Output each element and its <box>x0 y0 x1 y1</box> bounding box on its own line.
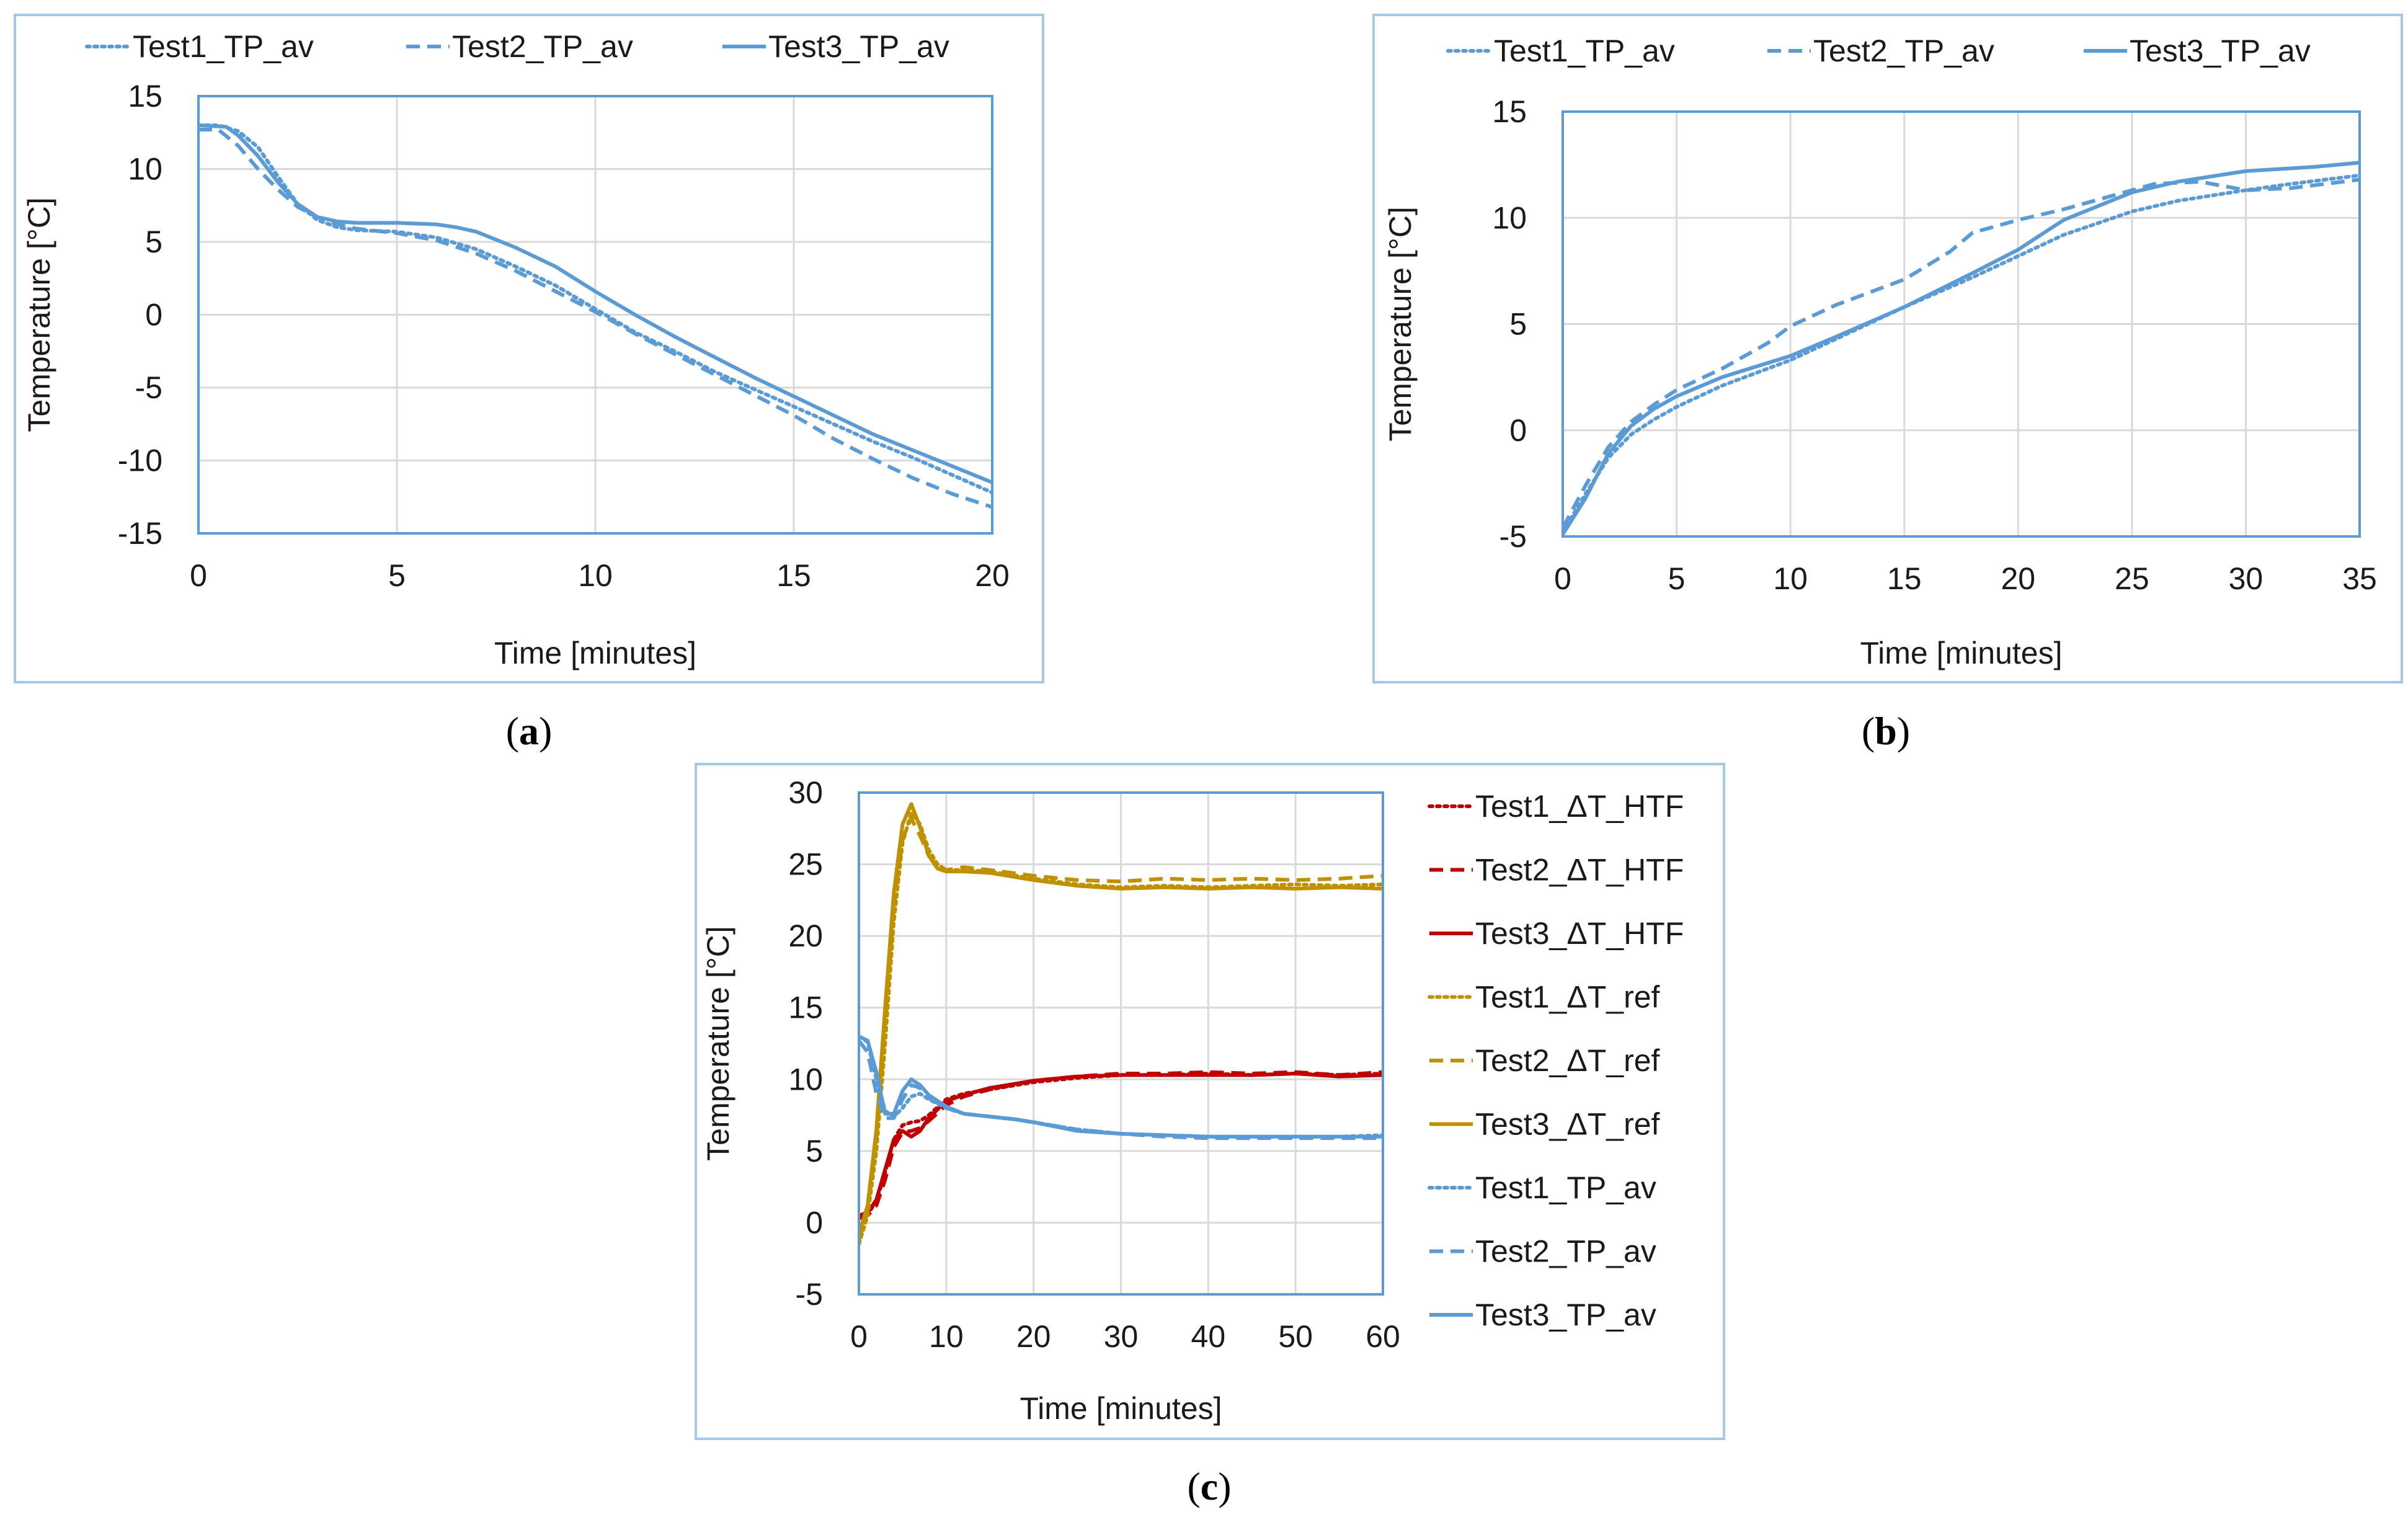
chart-c-outer-frame <box>695 763 1725 1440</box>
chart-b-outer-frame <box>1372 14 2403 683</box>
legend-label: Test2_TP_av <box>452 29 633 64</box>
plot-area-frame <box>1562 110 2361 538</box>
legend-label: Test1_TP_av <box>133 29 314 64</box>
legend: Test1_ΔT_HTF Test2_ΔT_HTF Test3_ΔT_HTF Test… <box>1428 789 1684 1332</box>
y-tick-label: 15 <box>788 990 823 1025</box>
x-tick-label: 60 <box>1366 1319 1400 1354</box>
x-tick-label: 15 <box>1887 561 1922 596</box>
x-tick-label: 0 <box>850 1319 868 1354</box>
legend-label: Test2_TP_av <box>1813 33 1994 68</box>
panel-label-c: (c) <box>1187 1464 1231 1508</box>
series-group <box>859 802 1383 1247</box>
y-tick-label: -5 <box>1499 519 1527 554</box>
chart-b: 0 5 10 15 20 25 30 35 -5 0 5 10 15 Time [minutes] Temp… <box>1383 33 2377 670</box>
legend-label: Test2_ΔT_HTF <box>1475 853 1684 888</box>
panel-label-b: (b) <box>1862 709 1910 753</box>
chart-c: 0 10 20 30 40 50 60 -5 0 5 10 15 20 25 30 Time [minutes… <box>701 775 1684 1426</box>
x-tick-label: 10 <box>578 558 613 593</box>
x-tick-label: 40 <box>1191 1319 1226 1354</box>
plot-area-frame <box>197 95 993 535</box>
x-tick-label: 20 <box>2001 561 2035 596</box>
x-tick-label: 5 <box>388 558 406 593</box>
x-tick-label: 0 <box>190 558 207 593</box>
x-axis-title: Time [minutes] <box>494 636 696 670</box>
chart-a-outer-frame <box>14 14 1044 683</box>
x-axis-title: Time [minutes] <box>1020 1391 1222 1426</box>
series-line-test2_tp_av <box>198 128 992 509</box>
x-tick-label: 5 <box>1668 561 1686 596</box>
y-tick-label: 0 <box>806 1205 823 1240</box>
legend-label: Test3_TP_av <box>1475 1297 1656 1332</box>
legend-label: Test1_ΔT_ref <box>1475 980 1660 1015</box>
legend-label: Test3_TP_av <box>2130 33 2311 68</box>
y-tick-label: -5 <box>796 1277 823 1312</box>
y-axis-title: Temperature [°C] <box>22 197 56 432</box>
x-tick-label: 35 <box>2342 561 2377 596</box>
series-line-test1_tp_av <box>198 123 992 495</box>
series-line-test3_t_htf <box>859 1072 1383 1217</box>
x-tick-label: 50 <box>1278 1319 1313 1354</box>
y-tick-label: -5 <box>135 370 162 405</box>
y-tick-label: 15 <box>1492 94 1527 129</box>
x-tick-label: 30 <box>1104 1319 1139 1354</box>
legend: Test1_TP_av Test2_TP_av Test3_TP_av <box>1446 33 2311 68</box>
plot-area-frame <box>858 791 1384 1296</box>
y-axis-title: Temperature [°C] <box>1383 207 1418 441</box>
x-tick-label: 10 <box>1773 561 1808 596</box>
y-tick-label: 10 <box>128 152 162 187</box>
x-tick-label: 10 <box>929 1319 964 1354</box>
x-tick-label: 20 <box>1016 1319 1051 1354</box>
legend-label: Test3_TP_av <box>768 29 949 64</box>
y-tick-label: 30 <box>788 775 823 810</box>
series-line-test3_tp_av <box>859 1034 1383 1139</box>
x-tick-label: 20 <box>975 558 1010 593</box>
panel-label-a: (a) <box>506 709 553 753</box>
series-line-test3_t_ref <box>859 802 1383 1235</box>
x-tick-label: 0 <box>1554 561 1571 596</box>
y-tick-label: 0 <box>145 298 162 332</box>
legend-label: Test3_ΔT_HTF <box>1475 916 1684 951</box>
y-tick-label: 20 <box>788 919 823 953</box>
x-tick-label: 30 <box>2229 561 2264 596</box>
y-tick-label: 5 <box>806 1134 823 1168</box>
y-tick-label: -10 <box>118 443 162 478</box>
legend-label: Test1_TP_av <box>1475 1170 1656 1205</box>
y-tick-label: -15 <box>118 516 162 551</box>
x-tick-label: 15 <box>776 558 811 593</box>
chart-a: 0 5 10 15 20 -15 -10 -5 0 5 10 15 Time [minutes] Temp… <box>22 29 1010 670</box>
legend-label: Test1_TP_av <box>1494 33 1675 68</box>
series-line-test3_tp_av <box>198 123 992 484</box>
legend-label: Test2_TP_av <box>1475 1234 1656 1269</box>
series-group <box>1563 161 2360 536</box>
series-group <box>198 123 992 509</box>
y-axis-title: Temperature [°C] <box>701 926 735 1160</box>
legend-label: Test3_ΔT_ref <box>1475 1107 1660 1142</box>
y-tick-label: 5 <box>1509 307 1527 342</box>
legend-label: Test1_ΔT_HTF <box>1475 789 1684 824</box>
y-tick-label: 0 <box>1509 413 1527 448</box>
legend-label: Test2_ΔT_ref <box>1475 1043 1660 1078</box>
series-line-test3_tp_av <box>1563 161 2360 536</box>
x-axis-title: Time [minutes] <box>1860 636 2062 670</box>
y-tick-label: 5 <box>145 225 162 259</box>
y-tick-label: 25 <box>788 847 823 882</box>
y-tick-label: 15 <box>128 79 162 113</box>
legend: Test1_TP_av Test2_TP_av Test3_TP_av <box>85 29 949 64</box>
y-tick-label: 10 <box>1492 200 1527 235</box>
x-tick-label: 25 <box>2115 561 2149 596</box>
y-tick-label: 10 <box>788 1062 823 1097</box>
